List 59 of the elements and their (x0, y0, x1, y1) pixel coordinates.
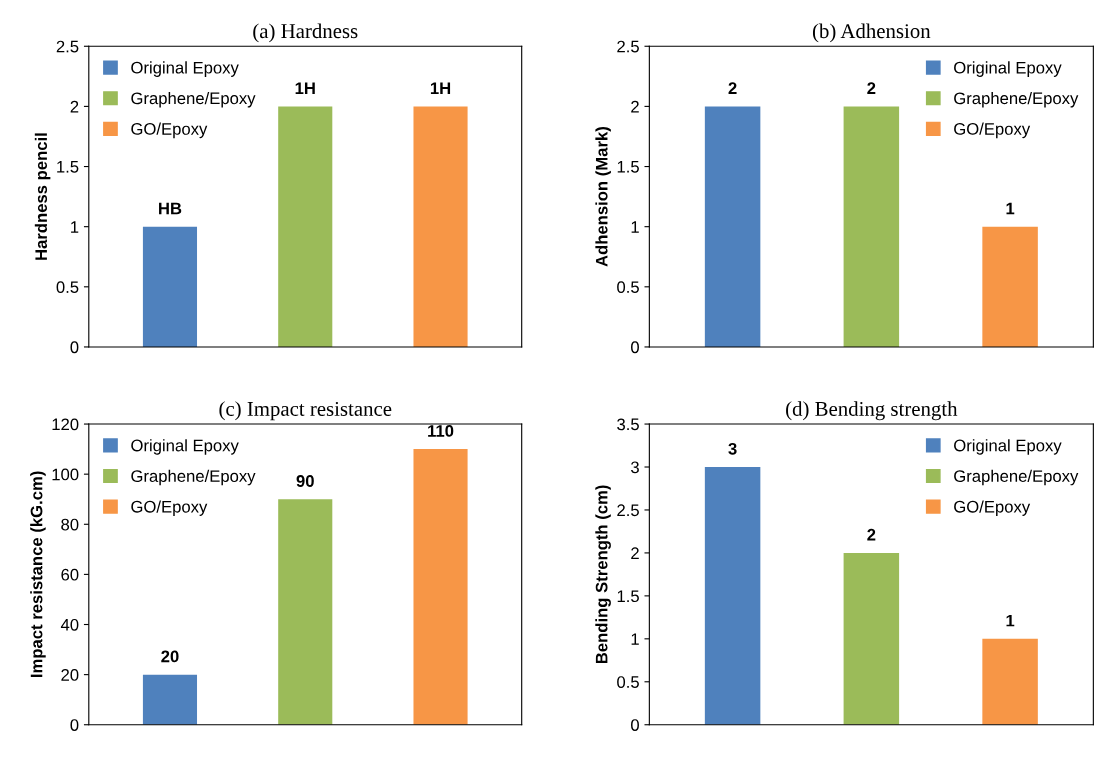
y-tick-label: 1.5 (617, 590, 639, 603)
legend-label: Graphene/Epoxy (954, 469, 1079, 486)
chart-title: (c) Impact resistance (219, 401, 392, 421)
y-tick-label: 2 (70, 100, 79, 113)
data-label: 2 (867, 528, 876, 541)
y-axis-title: Impact resistance (kG.cm) (30, 471, 46, 678)
y-tick-label: 40 (60, 618, 79, 631)
y-tick-label: 0 (70, 341, 79, 354)
data-label: 90 (296, 475, 314, 487)
y-axis-title: Bending Strength (cm) (595, 485, 611, 664)
y-tick-label: 80 (61, 518, 79, 531)
y-tick-label: 0.5 (617, 281, 639, 294)
y-tick-label: 120 (52, 418, 79, 431)
y-tick-label: 2.5 (617, 504, 639, 517)
data-label: 2 (728, 82, 737, 94)
annotation: 1H (430, 82, 451, 94)
legend-label: Graphene/Epoxy (131, 91, 256, 108)
legend-label: GO/Epoxy (954, 500, 1031, 516)
y-axis-title: Hardness pencil (34, 133, 51, 260)
chart-title: (b) Adhension (812, 23, 931, 43)
legend-label: GO/Epoxy (131, 122, 208, 139)
data-label: 2 (867, 82, 876, 94)
y-tick-label: 2.5 (617, 40, 639, 53)
y-tick-label: 0 (631, 719, 639, 731)
y-tick-label: 1.5 (617, 161, 639, 173)
legend-label: Original Epoxy (131, 439, 239, 455)
y-tick-label: 0.5 (56, 281, 79, 294)
y-tick-label: 60 (61, 568, 79, 581)
data-label: 1 (1006, 202, 1015, 215)
legend-label: Original Epoxy (954, 439, 1062, 455)
y-tick-label: 3 (630, 461, 639, 474)
y-tick-label: 0 (70, 719, 79, 731)
chart-title: (a) Hardness (253, 23, 358, 43)
y-tick-label: 2 (631, 100, 639, 113)
y-tick-label: 1.5 (57, 161, 79, 173)
y-tick-label: 2.5 (56, 40, 79, 53)
data-label: 1 (1006, 614, 1015, 627)
y-tick-label: 2 (631, 547, 639, 559)
y-tick-label: 0.5 (617, 676, 639, 688)
legend-label: Graphene/Epoxy (131, 469, 256, 486)
y-tick-label: 3.5 (617, 418, 639, 431)
data-label: 20 (161, 650, 179, 663)
y-tick-label: 1 (631, 221, 639, 233)
legend-label: Original Epoxy (954, 61, 1062, 77)
y-tick-label: 20 (61, 669, 79, 681)
annotation: HB (159, 202, 182, 215)
y-tick-label: 100 (52, 468, 79, 481)
y-tick-label: 0 (631, 341, 639, 354)
chart-title: (d) Bending strength (786, 401, 958, 421)
y-tick-label: 1 (631, 633, 639, 645)
annotation: 1H (295, 82, 315, 94)
legend-label: Original Epoxy (131, 61, 239, 77)
legend-label: GO/Epoxy (954, 122, 1031, 139)
y-tick-label: 1 (71, 221, 79, 233)
data-label: 3 (728, 442, 737, 455)
y-axis-title: Adhension (Mark) (595, 127, 611, 267)
data-label: 110 (428, 424, 454, 437)
legend-label: Graphene/Epoxy (954, 91, 1079, 108)
legend-label: GO/Epoxy (131, 500, 208, 516)
